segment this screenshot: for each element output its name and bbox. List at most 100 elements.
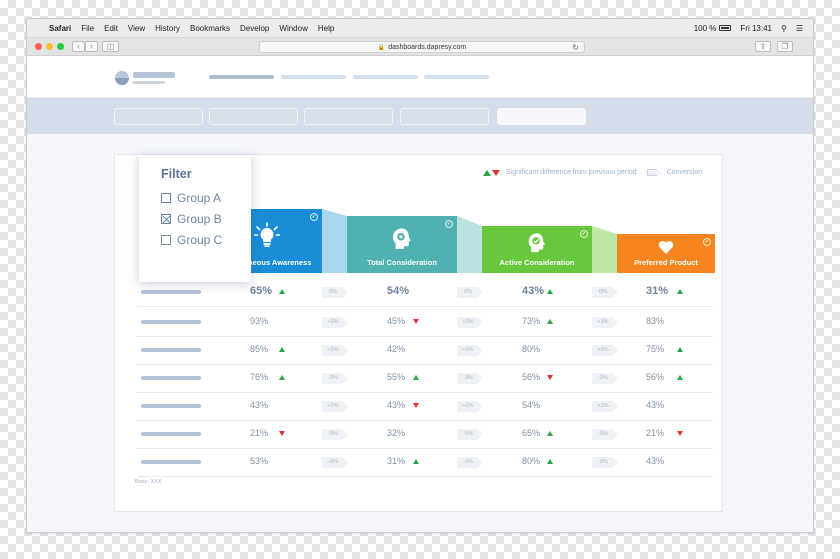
- nav-item-1[interactable]: [209, 75, 274, 79]
- conversion-delta: +3%: [322, 317, 348, 328]
- legend: Significant difference from previous per…: [483, 169, 702, 176]
- conversion-connector-2: [457, 216, 482, 273]
- conversion-delta: -3%: [322, 373, 348, 384]
- cell-value: 54%: [387, 285, 410, 297]
- close-window-icon[interactable]: [35, 43, 42, 50]
- search-icon[interactable]: ⚲: [780, 23, 787, 33]
- minimize-window-icon[interactable]: [46, 43, 53, 50]
- row-divider: [137, 306, 713, 307]
- logo-icon[interactable]: [115, 71, 129, 85]
- significant-down-icon: [547, 375, 553, 380]
- filter-dropdown-2[interactable]: [209, 108, 298, 125]
- significant-up-icon: [547, 431, 553, 436]
- cell-value: 54%: [522, 400, 541, 410]
- significant-up-icon: [677, 347, 683, 352]
- cell-value: 43%: [646, 456, 665, 466]
- stage-preferred-product[interactable]: ✓ Preferred Product: [617, 234, 715, 273]
- logo-wordmark: [133, 72, 175, 78]
- stage-label: Preferred Product: [634, 258, 698, 267]
- cell-value: 45%: [387, 316, 406, 326]
- row-divider: [137, 476, 713, 477]
- filter-dropdown-1[interactable]: [114, 108, 203, 125]
- conversion-delta: +5%: [592, 345, 618, 356]
- filter-option-group-a[interactable]: Group A: [161, 187, 251, 208]
- cell-value: 43%: [646, 400, 665, 410]
- cell-value: 80%: [522, 344, 541, 354]
- stage-label: Spontaneous Awareness: [222, 258, 312, 267]
- share-icon[interactable]: ⇧: [755, 41, 771, 52]
- conversion-delta: -5%: [592, 429, 618, 440]
- row-divider: [137, 364, 713, 365]
- group-a-checkbox[interactable]: [161, 192, 171, 203]
- group-b-checkbox[interactable]: [161, 213, 171, 224]
- significant-up-icon: [547, 459, 553, 464]
- conversion-arrow-icon: [646, 169, 661, 176]
- forward-button[interactable]: ›: [85, 41, 98, 52]
- filter-option-group-b[interactable]: Group B: [161, 208, 251, 229]
- stage-check-icon[interactable]: ✓: [703, 238, 711, 246]
- back-button[interactable]: ‹: [72, 41, 85, 52]
- row-label: [141, 320, 201, 324]
- clock[interactable]: Fri 13:41: [740, 23, 772, 33]
- stage-check-icon[interactable]: ✓: [310, 213, 318, 221]
- menu-app-safari[interactable]: Safari: [49, 23, 72, 33]
- menu-file[interactable]: File: [81, 23, 95, 33]
- row-divider: [137, 420, 713, 421]
- head-check-icon: [528, 233, 546, 253]
- cell-value: 21%: [250, 428, 269, 438]
- row-label: [141, 348, 201, 352]
- battery-icon[interactable]: [719, 25, 732, 31]
- filter-option-label: Group C: [177, 232, 223, 247]
- row-label: [141, 290, 201, 294]
- list-icon[interactable]: ☰: [795, 23, 803, 33]
- nav-item-3[interactable]: [353, 75, 418, 79]
- filter-dropdown-4[interactable]: [400, 108, 489, 125]
- filter-dropdown-5[interactable]: [497, 108, 586, 125]
- cell-value: 83%: [646, 316, 665, 326]
- menu-window[interactable]: Window: [279, 23, 308, 33]
- head-gear-icon: [393, 228, 411, 249]
- cell-value: 73%: [522, 316, 541, 326]
- stage-total-consideration[interactable]: ✓ Total Consideration: [347, 216, 457, 273]
- cell-value: 32%: [387, 428, 406, 438]
- conversion-delta: 0%: [457, 287, 483, 298]
- menu-help[interactable]: Help: [317, 23, 335, 33]
- filter-title: Filter: [161, 167, 192, 181]
- significant-up-icon: [279, 347, 285, 352]
- filter-option-group-c[interactable]: Group C: [161, 229, 251, 250]
- menu-view[interactable]: View: [127, 23, 146, 33]
- tabs-icon[interactable]: ❐: [777, 41, 793, 52]
- cell-value: 76%: [250, 372, 269, 382]
- mac-menubar: Safari File Edit View History Bookmarks …: [27, 19, 813, 38]
- cell-value: 31%: [387, 456, 406, 466]
- sidebar-toggle-icon[interactable]: ◫: [102, 41, 119, 52]
- filter-option-label: Group B: [177, 211, 222, 226]
- significant-up-icon: [413, 375, 419, 380]
- menu-develop[interactable]: Develop: [240, 23, 270, 33]
- browser-toolbar: ‹ › ◫ 🔒 dashboards.dapresy.com ↻ ⇧ ❐: [27, 38, 813, 56]
- cell-value: 42%: [387, 344, 406, 354]
- reload-icon[interactable]: ↻: [572, 43, 579, 52]
- conversion-delta: 0%: [322, 287, 348, 298]
- nav-item-2[interactable]: [281, 75, 346, 79]
- conversion-delta: -5%: [322, 429, 348, 440]
- nav-item-4[interactable]: [424, 75, 489, 79]
- cell-value: 43%: [387, 400, 406, 410]
- address-bar[interactable]: 🔒 dashboards.dapresy.com ↻: [259, 41, 585, 53]
- stage-check-icon[interactable]: ✓: [445, 220, 453, 228]
- significant-up-icon: [547, 289, 553, 294]
- maximize-window-icon[interactable]: [57, 43, 64, 50]
- menu-history[interactable]: History: [155, 23, 181, 33]
- cell-value: 56%: [646, 372, 665, 382]
- significant-down-icon: [413, 319, 419, 324]
- stage-check-icon[interactable]: ✓: [580, 230, 588, 238]
- filter-option-label: Group A: [177, 190, 222, 205]
- cell-value: 43%: [250, 400, 269, 410]
- filter-dropdown-3[interactable]: [304, 108, 393, 125]
- menu-edit[interactable]: Edit: [104, 23, 118, 33]
- stage-active-consideration[interactable]: ✓ Active Consideration: [482, 226, 592, 273]
- menu-bookmarks[interactable]: Bookmarks: [190, 23, 231, 33]
- significant-up-icon: [279, 375, 285, 380]
- group-c-checkbox[interactable]: [161, 234, 171, 245]
- significant-down-icon: [492, 169, 500, 176]
